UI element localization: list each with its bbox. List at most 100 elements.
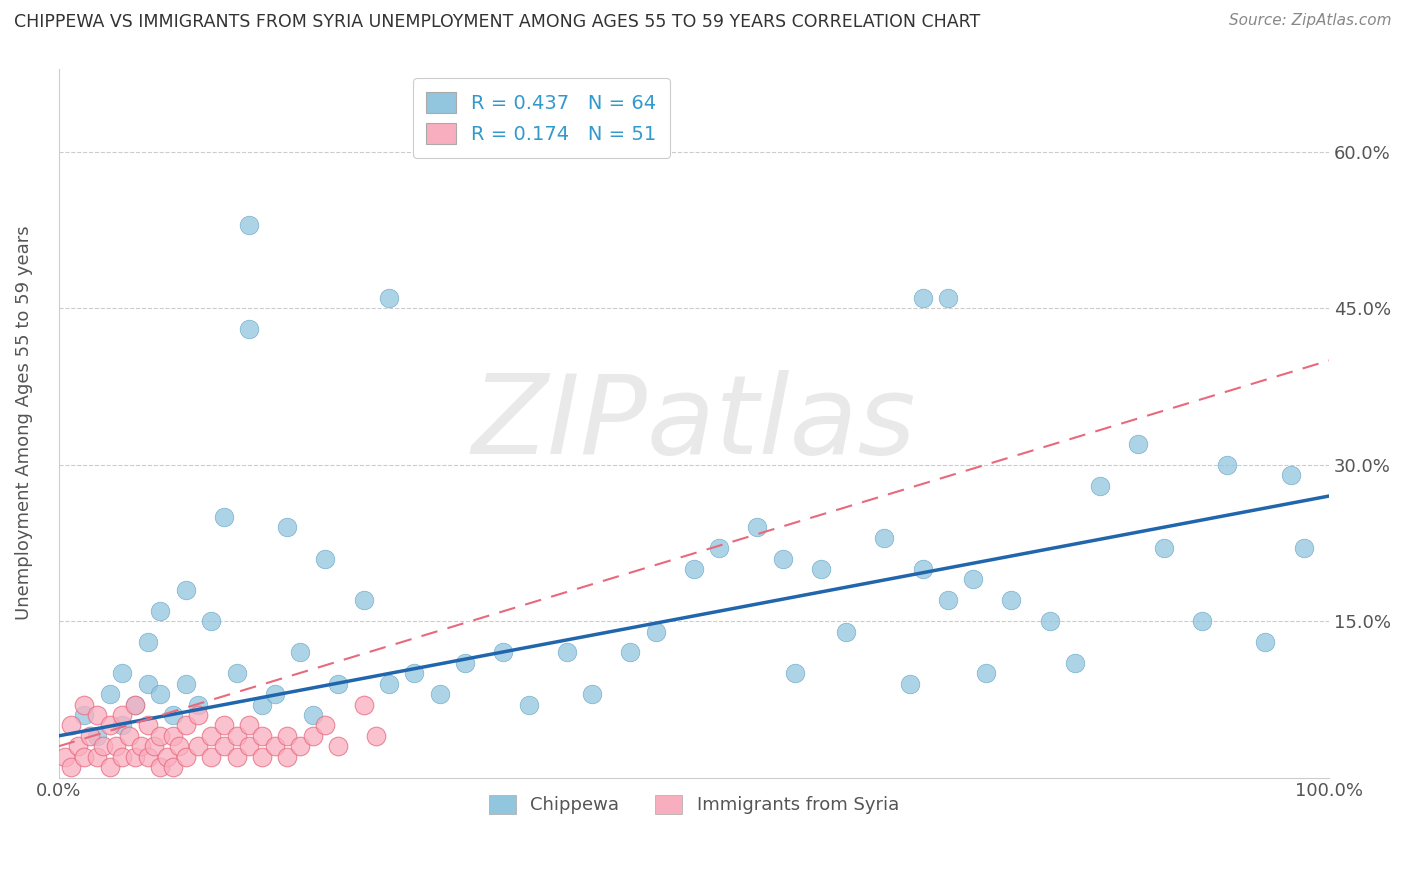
Point bbox=[225, 729, 247, 743]
Point bbox=[263, 739, 285, 754]
Point bbox=[644, 624, 666, 639]
Point bbox=[111, 718, 134, 732]
Point bbox=[709, 541, 731, 556]
Point bbox=[835, 624, 858, 639]
Point bbox=[1279, 468, 1302, 483]
Point bbox=[238, 218, 260, 232]
Point bbox=[517, 698, 540, 712]
Point bbox=[53, 749, 76, 764]
Point bbox=[212, 509, 235, 524]
Point bbox=[404, 666, 426, 681]
Point bbox=[174, 676, 197, 690]
Point bbox=[555, 645, 578, 659]
Point bbox=[682, 562, 704, 576]
Point bbox=[250, 698, 273, 712]
Point bbox=[1064, 656, 1087, 670]
Point bbox=[79, 729, 101, 743]
Y-axis label: Unemployment Among Ages 55 to 59 years: Unemployment Among Ages 55 to 59 years bbox=[15, 226, 32, 620]
Point bbox=[314, 718, 336, 732]
Point bbox=[162, 760, 184, 774]
Point bbox=[873, 531, 896, 545]
Text: CHIPPEWA VS IMMIGRANTS FROM SYRIA UNEMPLOYMENT AMONG AGES 55 TO 59 YEARS CORRELA: CHIPPEWA VS IMMIGRANTS FROM SYRIA UNEMPL… bbox=[14, 13, 980, 31]
Point bbox=[238, 322, 260, 336]
Text: Source: ZipAtlas.com: Source: ZipAtlas.com bbox=[1229, 13, 1392, 29]
Point bbox=[619, 645, 641, 659]
Point bbox=[1254, 635, 1277, 649]
Point bbox=[898, 676, 921, 690]
Point bbox=[1216, 458, 1239, 472]
Point bbox=[124, 749, 146, 764]
Point bbox=[200, 614, 222, 628]
Point bbox=[86, 749, 108, 764]
Point bbox=[187, 698, 209, 712]
Point bbox=[1128, 437, 1150, 451]
Point bbox=[314, 551, 336, 566]
Point bbox=[810, 562, 832, 576]
Point bbox=[136, 718, 159, 732]
Point bbox=[156, 749, 179, 764]
Point bbox=[328, 676, 350, 690]
Point bbox=[250, 729, 273, 743]
Point bbox=[187, 708, 209, 723]
Point bbox=[143, 739, 166, 754]
Point bbox=[136, 635, 159, 649]
Point bbox=[288, 739, 311, 754]
Point bbox=[111, 666, 134, 681]
Point bbox=[353, 698, 375, 712]
Point bbox=[124, 698, 146, 712]
Point bbox=[149, 604, 172, 618]
Point bbox=[187, 739, 209, 754]
Point bbox=[149, 760, 172, 774]
Point bbox=[454, 656, 477, 670]
Point bbox=[911, 291, 934, 305]
Point bbox=[936, 291, 959, 305]
Point bbox=[98, 718, 121, 732]
Point bbox=[366, 729, 388, 743]
Point bbox=[301, 729, 323, 743]
Point bbox=[111, 749, 134, 764]
Point bbox=[212, 718, 235, 732]
Point bbox=[1000, 593, 1022, 607]
Point bbox=[174, 582, 197, 597]
Point bbox=[378, 676, 401, 690]
Point bbox=[98, 687, 121, 701]
Legend: Chippewa, Immigrants from Syria: Chippewa, Immigrants from Syria bbox=[478, 784, 910, 825]
Point bbox=[117, 729, 139, 743]
Point bbox=[73, 749, 96, 764]
Point bbox=[66, 739, 89, 754]
Point bbox=[149, 687, 172, 701]
Point bbox=[238, 718, 260, 732]
Point bbox=[136, 676, 159, 690]
Point bbox=[174, 749, 197, 764]
Point bbox=[263, 687, 285, 701]
Point bbox=[772, 551, 794, 566]
Point bbox=[212, 739, 235, 754]
Point bbox=[747, 520, 769, 534]
Point bbox=[301, 708, 323, 723]
Point bbox=[111, 708, 134, 723]
Point bbox=[1153, 541, 1175, 556]
Point bbox=[91, 739, 114, 754]
Point bbox=[250, 749, 273, 764]
Point bbox=[86, 729, 108, 743]
Point bbox=[288, 645, 311, 659]
Point bbox=[1191, 614, 1213, 628]
Point bbox=[73, 698, 96, 712]
Point bbox=[429, 687, 451, 701]
Point bbox=[73, 708, 96, 723]
Point bbox=[974, 666, 997, 681]
Point bbox=[276, 520, 298, 534]
Point bbox=[162, 729, 184, 743]
Point bbox=[98, 760, 121, 774]
Point bbox=[225, 749, 247, 764]
Point bbox=[238, 739, 260, 754]
Point bbox=[1038, 614, 1060, 628]
Point bbox=[225, 666, 247, 681]
Point bbox=[136, 749, 159, 764]
Point bbox=[60, 760, 83, 774]
Point bbox=[378, 291, 401, 305]
Point bbox=[581, 687, 603, 701]
Point bbox=[1090, 478, 1112, 492]
Point bbox=[124, 698, 146, 712]
Point bbox=[60, 718, 83, 732]
